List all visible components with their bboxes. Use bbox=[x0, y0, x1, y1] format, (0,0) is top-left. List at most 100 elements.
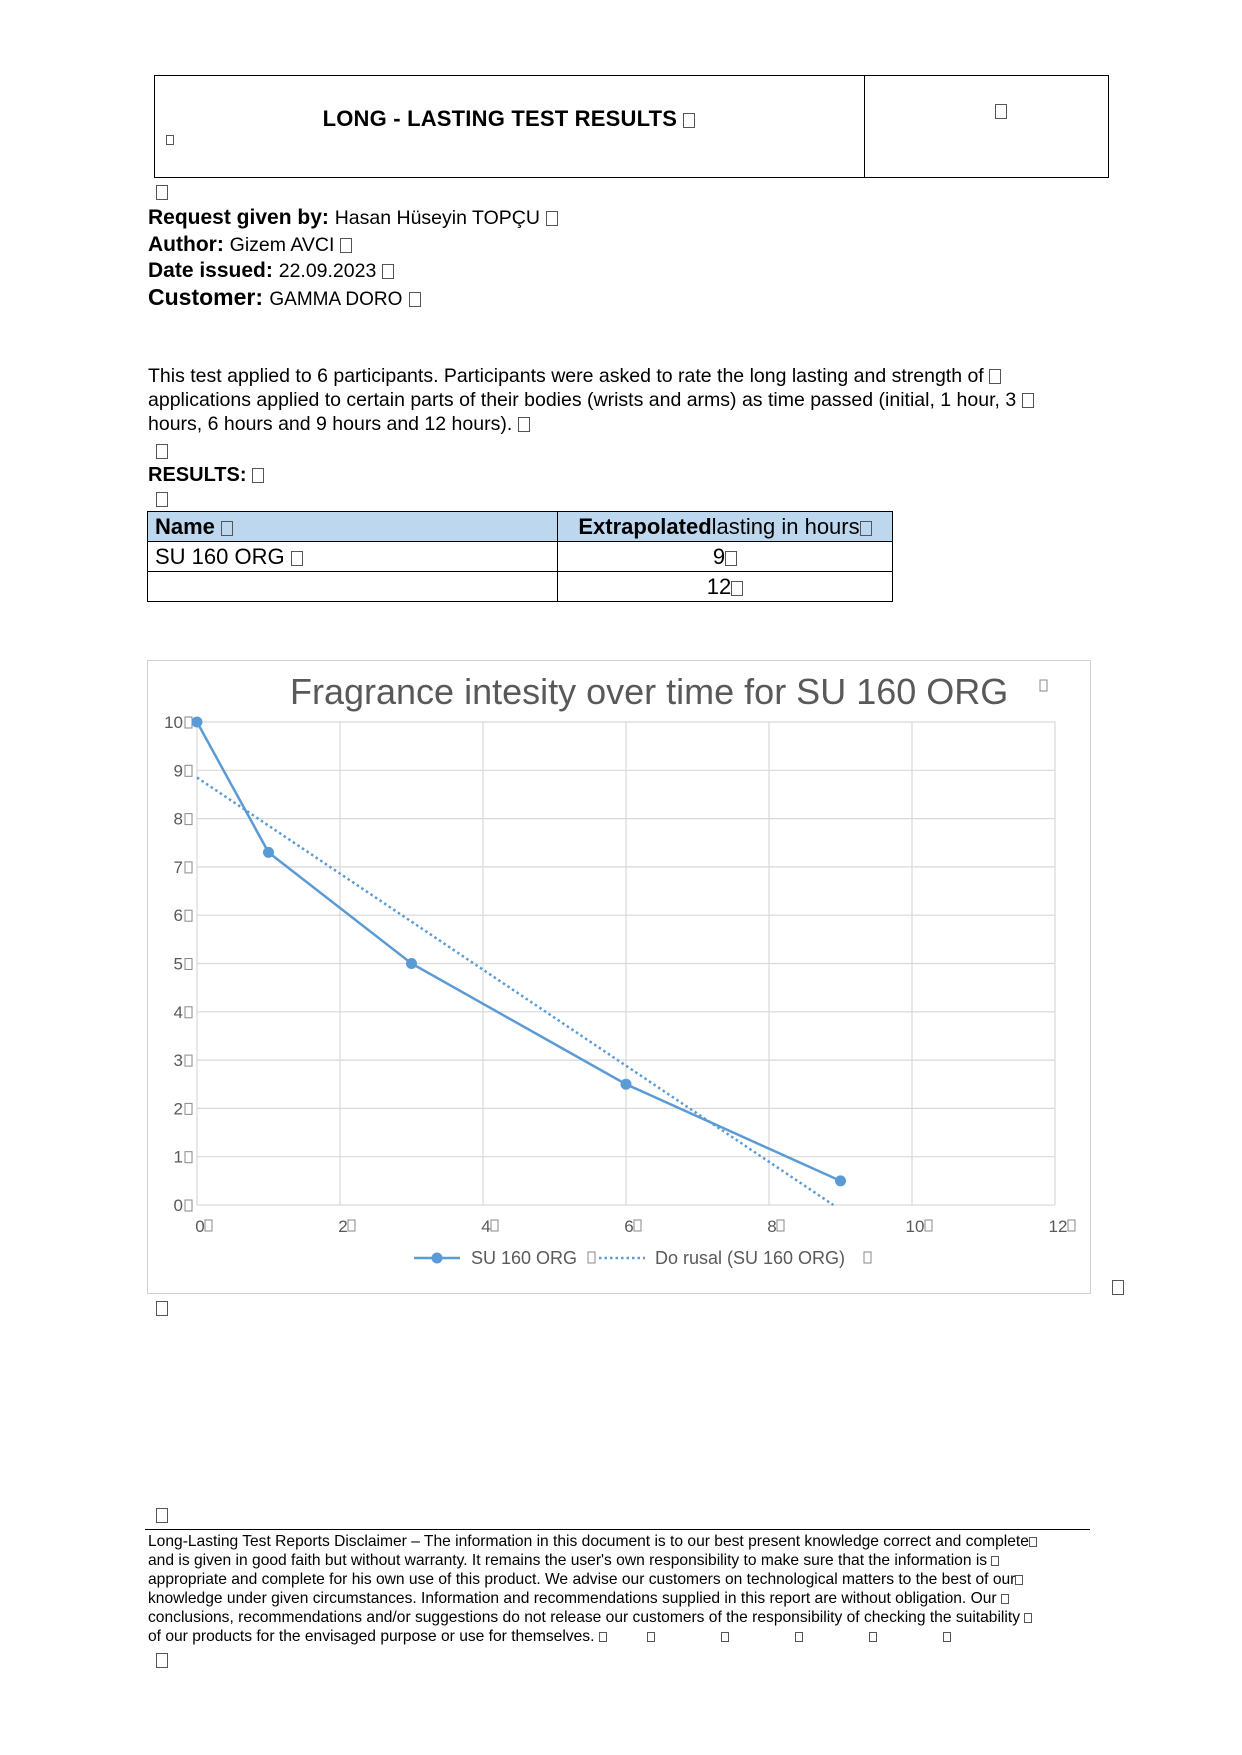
placeholder-glyph bbox=[184, 764, 193, 777]
placeholder-glyph bbox=[1024, 1613, 1033, 1623]
placeholder-glyph bbox=[184, 1151, 193, 1164]
date-label: Date issued: bbox=[148, 259, 273, 282]
placeholder-glyph bbox=[598, 1632, 607, 1642]
y-tick-label: 7 bbox=[174, 858, 183, 877]
data-point bbox=[406, 958, 417, 969]
author-line: Author: Gizem AVCI bbox=[148, 233, 353, 257]
x-tick-label: 8 bbox=[767, 1217, 776, 1236]
placeholder-glyph bbox=[731, 580, 744, 596]
placeholder-glyph bbox=[184, 716, 193, 729]
placeholder-glyph bbox=[184, 958, 193, 970]
placeholder-glyph bbox=[347, 1219, 356, 1232]
trendline-series bbox=[196, 776, 835, 1207]
results-heading: RESULTS: bbox=[148, 464, 265, 487]
document-title: LONG - LASTING TEST RESULTS bbox=[154, 106, 864, 132]
y-tick-label: 10 bbox=[164, 713, 183, 732]
placeholder-glyph bbox=[290, 550, 303, 566]
placeholder-glyph bbox=[863, 1251, 872, 1264]
disclaimer-line: conclusions, recommendations and/or sugg… bbox=[148, 1609, 1020, 1626]
customer-value: GAMMA DORO bbox=[269, 289, 403, 310]
data-point bbox=[191, 716, 203, 728]
customer-label: Customer: bbox=[148, 284, 264, 310]
header-divider bbox=[864, 75, 865, 178]
placeholder-glyph bbox=[156, 1653, 168, 1668]
header-box bbox=[154, 75, 1109, 178]
placeholder-glyph bbox=[382, 264, 395, 279]
placeholder-glyph bbox=[720, 1632, 729, 1642]
placeholder-glyph bbox=[252, 468, 265, 483]
disclaimer-line: of our products for the envisaged purpos… bbox=[148, 1628, 595, 1645]
request-label: Request given by: bbox=[148, 206, 329, 229]
placeholder-glyph bbox=[184, 1102, 193, 1115]
placeholder-glyph bbox=[156, 444, 168, 459]
author-label: Author: bbox=[148, 233, 224, 256]
y-tick-label: 4 bbox=[174, 1003, 183, 1022]
data-point bbox=[263, 846, 274, 858]
placeholder-glyph bbox=[156, 1301, 168, 1316]
x-tick-label: 2 bbox=[338, 1217, 347, 1236]
placeholder-glyph bbox=[1112, 1280, 1124, 1295]
placeholder-glyph bbox=[184, 1006, 193, 1019]
header-cell-name: Name bbox=[147, 511, 558, 542]
legend-marker bbox=[431, 1252, 443, 1264]
cell-name: SU 160 ORG bbox=[147, 541, 558, 572]
y-tick-label: 2 bbox=[174, 1099, 183, 1118]
data-series-line bbox=[195, 721, 842, 1182]
cell-value: 12 bbox=[557, 571, 893, 602]
placeholder-glyph bbox=[1000, 1594, 1009, 1604]
placeholder-glyph bbox=[683, 113, 696, 128]
y-tick-label: 9 bbox=[174, 761, 183, 780]
date-line: Date issued: 22.09.2023 bbox=[148, 259, 395, 283]
disclaimer-line: Long-Lasting Test Reports Disclaimer – T… bbox=[148, 1533, 1029, 1550]
x-tick-label: 4 bbox=[481, 1217, 490, 1236]
results-table: Name Extrapolatedlasting in hours SU 160… bbox=[147, 511, 893, 602]
placeholder-glyph bbox=[184, 1054, 193, 1067]
placeholder-glyph bbox=[924, 1219, 933, 1232]
intro-line-2: applications applied to certain parts of… bbox=[148, 389, 1017, 411]
disclaimer-line: appropriate and complete for his own use… bbox=[148, 1571, 1016, 1588]
x-tick-label: 6 bbox=[624, 1217, 633, 1236]
cell-value: 9 bbox=[557, 541, 893, 572]
author-value: Gizem AVCI bbox=[229, 234, 335, 256]
x-tick-label: 12 bbox=[1049, 1217, 1068, 1236]
y-tick-label: 6 bbox=[174, 906, 183, 925]
placeholder-glyph bbox=[221, 520, 234, 536]
data-point bbox=[835, 1175, 846, 1187]
x-tick-label: 0 bbox=[195, 1217, 204, 1236]
placeholder-glyph bbox=[942, 1632, 951, 1642]
x-tick-label: 10 bbox=[906, 1217, 925, 1236]
placeholder-glyph bbox=[408, 292, 421, 307]
placeholder-glyph bbox=[794, 1632, 803, 1642]
placeholder-glyph bbox=[587, 1251, 596, 1264]
legend-label: SU 160 ORG bbox=[471, 1248, 577, 1268]
table-row: SU 160 ORG 9 bbox=[147, 541, 893, 572]
y-tick-label: 8 bbox=[174, 810, 183, 829]
intro-paragraph: This test applied to 6 participants. Par… bbox=[148, 364, 1098, 436]
y-tick-label: 0 bbox=[174, 1196, 183, 1215]
placeholder-glyph bbox=[1039, 679, 1048, 692]
placeholder-glyph bbox=[725, 550, 738, 566]
placeholder-glyph bbox=[776, 1219, 785, 1232]
disclaimer-rule bbox=[145, 1529, 1090, 1530]
placeholder-glyph bbox=[991, 1556, 1000, 1566]
placeholder-glyph bbox=[995, 104, 1007, 119]
intro-line-1: This test applied to 6 participants. Par… bbox=[148, 365, 984, 387]
placeholder-glyph bbox=[545, 211, 558, 226]
customer-line: Customer: GAMMA DORO bbox=[148, 284, 421, 311]
placeholder-glyph bbox=[1067, 1219, 1076, 1232]
placeholder-glyph bbox=[340, 238, 353, 253]
y-tick-label: 1 bbox=[174, 1148, 183, 1167]
placeholder-glyph bbox=[868, 1632, 877, 1642]
placeholder-glyph bbox=[184, 909, 193, 922]
chart-frame bbox=[147, 660, 1091, 1294]
table-header-row: Name Extrapolatedlasting in hours bbox=[147, 511, 893, 542]
placeholder-glyph bbox=[184, 1199, 193, 1212]
data-point bbox=[620, 1078, 632, 1090]
legend-label: Do rusal (SU 160 ORG) bbox=[655, 1248, 845, 1268]
placeholder-glyph bbox=[859, 520, 872, 536]
table-row: 12 bbox=[147, 571, 893, 602]
placeholder-glyph bbox=[646, 1632, 655, 1642]
request-line: Request given by: Hasan Hüseyin TOPÇU bbox=[148, 206, 558, 230]
intro-line-3: hours, 6 hours and 9 hours and 12 hours)… bbox=[148, 413, 513, 435]
placeholder-glyph bbox=[633, 1219, 642, 1232]
